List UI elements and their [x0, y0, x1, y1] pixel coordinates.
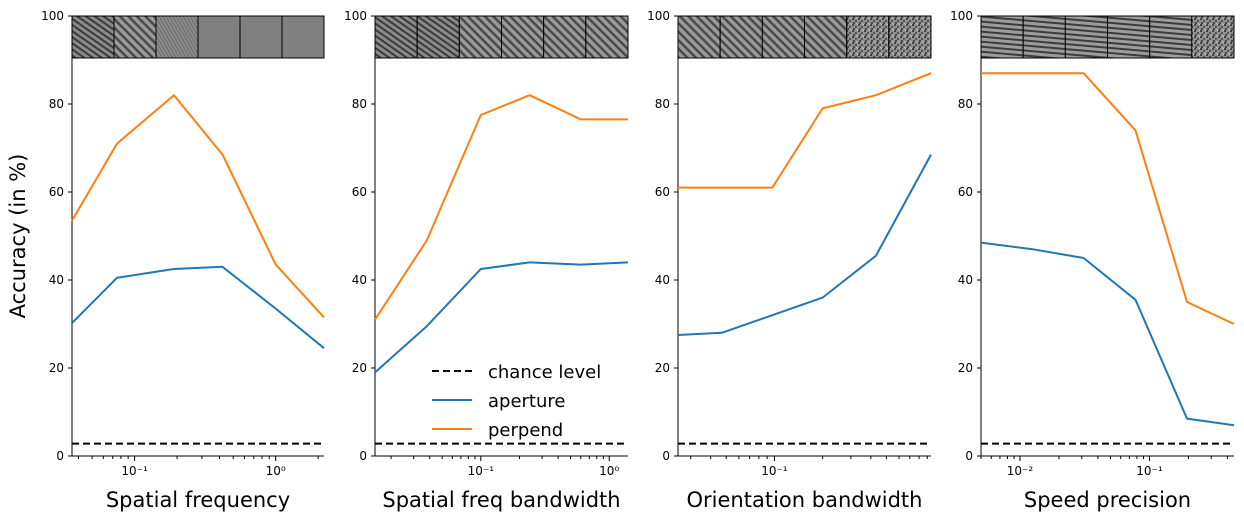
stimulus-thumbnail: [458, 15, 503, 59]
x-tick-label: 10⁰: [266, 464, 286, 478]
stimulus-thumbnail: [846, 15, 890, 59]
series-line-perpend: [678, 72, 932, 189]
legend-label-aperture: aperture: [488, 391, 565, 412]
x-axis-label: Orientation bandwidth: [687, 488, 923, 512]
stimulus-thumbnail: [804, 15, 848, 59]
y-tick-label: 0: [359, 449, 367, 463]
y-tick-label: 100: [950, 9, 973, 23]
y-tick-label: 40: [655, 273, 670, 287]
y-tick-label: 80: [958, 97, 973, 111]
legend-label-perpend: perpend: [488, 420, 563, 441]
y-tick-label: 20: [352, 361, 367, 375]
stimulus-thumbnail: [888, 15, 932, 59]
y-tick-label: 20: [49, 361, 64, 375]
stimulus-thumbnail: [1022, 15, 1066, 59]
x-tick-label: 10⁻¹: [1136, 464, 1163, 478]
stimulus-thumbnail: [1107, 15, 1151, 59]
stimulus-thumbnail: [281, 15, 325, 59]
y-tick-label: 0: [662, 449, 670, 463]
y-tick-label: 0: [965, 449, 973, 463]
y-tick-label: 100: [41, 9, 64, 23]
legend-label-chance-level: chance level: [488, 362, 601, 383]
series-line-aperture: [677, 154, 932, 336]
stimulus-thumbnail: [155, 15, 199, 59]
stimulus-thumbnail: [585, 15, 629, 59]
y-tick-label: 20: [958, 361, 973, 375]
y-tick-label: 100: [344, 9, 367, 23]
y-tick-label: 80: [352, 97, 367, 111]
series-line-perpend: [981, 72, 1235, 325]
y-tick-label: 40: [958, 273, 973, 287]
stimulus-thumbnail: [543, 15, 587, 59]
stimulus-thumbnail: [416, 15, 460, 59]
stimulus-thumbnail: [719, 15, 763, 59]
series-line-perpend: [374, 94, 628, 321]
y-tick-label: 100: [647, 9, 670, 23]
stimulus-thumbnail: [1191, 15, 1235, 59]
y-axis-label: Accuracy (in %): [6, 154, 30, 319]
y-tick-label: 20: [655, 361, 670, 375]
stimulus-thumbnail: [239, 15, 283, 59]
x-tick-label: 10⁻¹: [468, 464, 495, 478]
panel-spatial-frequency: 0 20 40 60 80 100 10⁻¹ 10⁰ Spatial frequency: [41, 9, 325, 512]
series-line-aperture: [71, 265, 325, 349]
y-tick-label: 60: [655, 185, 670, 199]
y-tick-label: 40: [352, 273, 367, 287]
stimulus-thumbnail: [374, 15, 418, 59]
x-tick-label: 10⁰: [599, 464, 619, 478]
stimulus-thumbnail: [1149, 15, 1193, 59]
stimulus-thumbnail: [501, 15, 545, 59]
y-tick-label: 40: [49, 273, 64, 287]
stimulus-thumbnail: [197, 15, 241, 59]
stimulus-thumbnail: [677, 15, 721, 59]
stimulus-thumbnail: [71, 15, 115, 59]
series-line-aperture: [374, 261, 629, 374]
panel-speed-precision: 0 20 40 60 80 100 10⁻² 10⁻¹ Speed precision: [950, 9, 1235, 512]
y-tick-label: 60: [352, 185, 367, 199]
x-axis-label: Spatial freq bandwidth: [382, 488, 620, 512]
x-tick-label: 10⁻¹: [761, 464, 788, 478]
y-tick-label: 60: [49, 185, 64, 199]
stimulus-thumbnail: [980, 15, 1024, 59]
y-tick-label: 80: [655, 97, 670, 111]
stimulus-thumbnail: [761, 15, 805, 59]
x-tick-label: 10⁻¹: [121, 464, 148, 478]
x-axis-label: Speed precision: [1024, 488, 1191, 512]
y-tick-label: 0: [56, 449, 64, 463]
x-axis-label: Spatial frequency: [106, 488, 290, 512]
series-line-perpend: [71, 94, 325, 319]
x-tick-label: 10⁻²: [1007, 464, 1034, 478]
panel-orientation-bandwidth: 0 20 40 60 80 100 10⁻¹ Orientation bandwidth: [647, 9, 932, 512]
panel-spatial-freq-bandwidth: 0 20 40 60 80 100 10⁻¹ 10⁰ Spatial freq bandwidt…: [344, 9, 629, 512]
y-tick-label: 60: [958, 185, 973, 199]
stimulus-thumbnail: [113, 15, 157, 59]
series-line-aperture: [980, 241, 1235, 427]
stimulus-thumbnail: [1064, 15, 1109, 59]
y-tick-label: 80: [49, 97, 64, 111]
legend: chance level aperture perpend: [432, 362, 601, 441]
